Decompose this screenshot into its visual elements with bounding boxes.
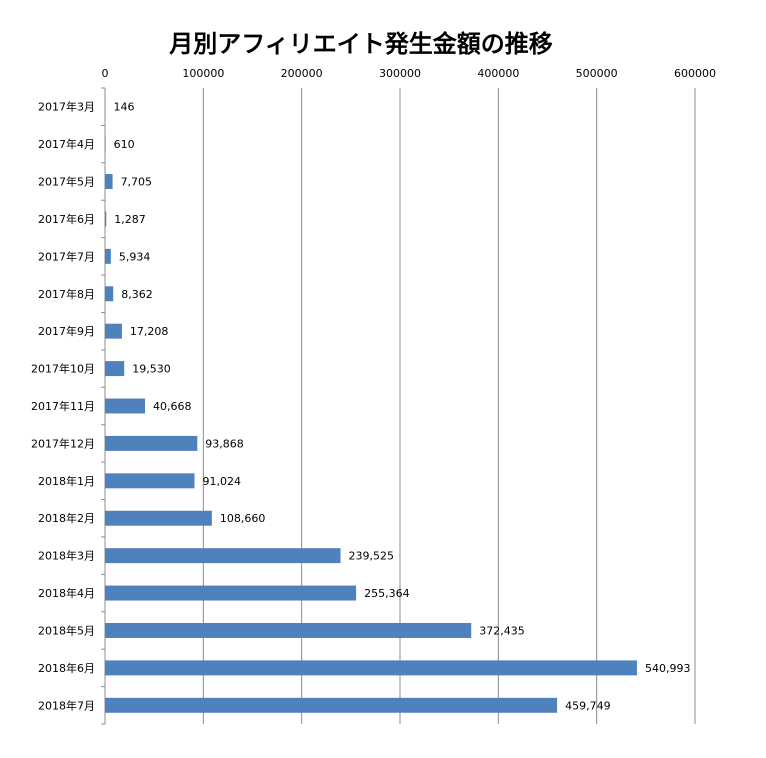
x-tick-label: 200000 (281, 67, 323, 80)
category-label: 2017年9月 (38, 324, 95, 338)
data-label: 19,530 (132, 363, 171, 376)
x-tick-label: 500000 (576, 67, 618, 80)
bars (105, 99, 637, 713)
data-label: 93,868 (205, 437, 244, 450)
data-labels: 146 610 7,705 1,287 5,934 8,362 17,208 19,530 40… (114, 101, 691, 713)
data-label: 239,525 (349, 550, 395, 563)
data-label: 459,749 (565, 699, 611, 712)
bar (105, 622, 472, 638)
bar (105, 323, 122, 339)
category-label: 2018年3月 (38, 549, 95, 563)
bar (105, 286, 114, 302)
bar (105, 136, 106, 152)
data-label: 1,287 (114, 213, 146, 226)
data-label: 146 (114, 101, 135, 114)
category-label: 2017年11月 (31, 399, 95, 413)
bar (105, 99, 106, 115)
x-tick-label: 100000 (182, 67, 224, 80)
bar (105, 361, 125, 377)
category-label: 2017年7月 (38, 249, 95, 263)
category-label: 2018年5月 (38, 623, 95, 637)
data-label: 540,993 (645, 662, 691, 675)
category-label: 2017年3月 (38, 100, 95, 114)
category-label: 2017年12月 (31, 436, 95, 450)
data-label: 8,362 (121, 288, 152, 301)
data-label: 255,364 (364, 587, 410, 600)
axes (101, 87, 106, 725)
bar (105, 660, 637, 676)
category-label: 2018年7月 (38, 698, 95, 712)
x-tick-labels: 0 100000 200000 300000 400000 500000 600000 (102, 67, 717, 80)
bar (105, 398, 145, 414)
bar (105, 510, 212, 526)
category-label: 2018年6月 (38, 661, 95, 675)
chart-title: 月別アフィリエイト発生金額の推移 (169, 30, 553, 58)
category-label: 2017年4月 (38, 137, 95, 151)
bar (105, 211, 107, 227)
bar (105, 697, 558, 713)
category-label: 2018年4月 (38, 586, 95, 600)
data-label: 372,435 (479, 624, 525, 637)
category-label: 2017年10月 (31, 362, 95, 376)
data-label: 17,208 (130, 325, 169, 338)
x-tick-label: 600000 (674, 67, 716, 80)
data-label: 7,705 (121, 176, 153, 189)
category-label: 2018年1月 (38, 474, 95, 488)
bar (105, 585, 357, 601)
category-label: 2017年6月 (38, 212, 95, 226)
bar (105, 248, 111, 264)
data-label: 610 (114, 138, 135, 151)
x-tick-label: 300000 (379, 67, 421, 80)
bar (105, 435, 198, 451)
data-label: 40,668 (153, 400, 192, 413)
x-tick-label: 400000 (477, 67, 519, 80)
category-labels: 2017年3月 2017年4月 2017年5月 2017年6月 2017年7月 2017年… (31, 100, 95, 713)
data-label: 5,934 (119, 250, 151, 263)
category-label: 2017年5月 (38, 175, 95, 189)
data-label: 91,024 (203, 475, 242, 488)
bar (105, 548, 341, 564)
x-tick-label: 0 (102, 67, 109, 80)
grid-lines (202, 88, 696, 724)
category-label: 2018年2月 (38, 511, 95, 525)
category-label: 2017年8月 (38, 287, 95, 301)
data-label: 108,660 (220, 512, 266, 525)
bar (105, 174, 113, 190)
bar (105, 473, 195, 489)
